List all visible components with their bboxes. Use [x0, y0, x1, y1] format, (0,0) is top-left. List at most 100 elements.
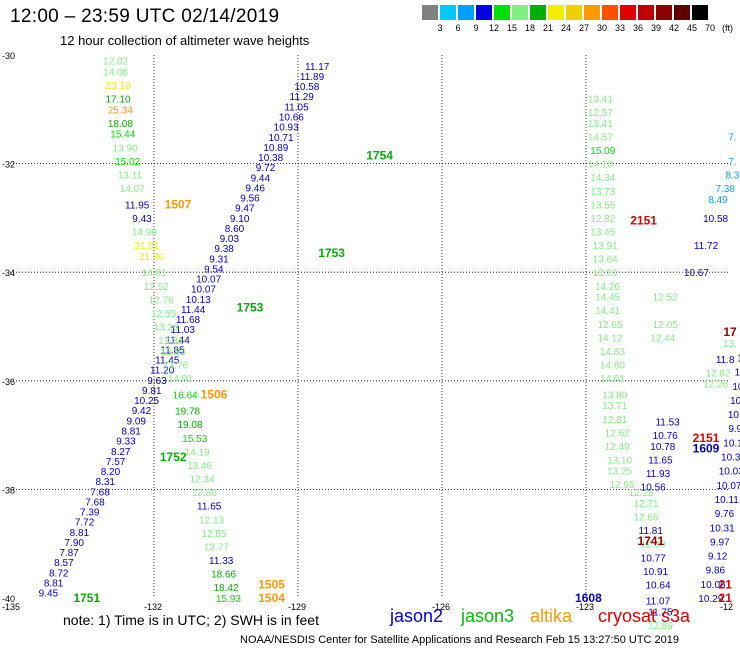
wave-height-value: 9.56: [240, 194, 260, 205]
color-swatch: [512, 5, 529, 20]
wave-height-value: 10.06: [701, 580, 726, 591]
wave-height-value: 7.: [728, 157, 736, 168]
wave-height-value: 10.77: [641, 553, 666, 564]
wave-height-value: 11.89: [300, 72, 325, 83]
wave-height-value: 10.03: [719, 467, 740, 478]
wave-height-value: 17.10: [105, 94, 130, 105]
wave-height-value: 13.41: [588, 94, 613, 105]
wave-height-value: 13.91: [593, 241, 618, 252]
color-scale-label: 6: [455, 23, 461, 33]
wave-height-value: 12.86: [192, 488, 217, 499]
color-swatch: [530, 5, 547, 20]
longitude-tick-label: -129: [288, 602, 306, 612]
wave-height-value: 14.34: [590, 173, 615, 184]
wave-height-value: 10.13: [186, 295, 211, 306]
longitude-tick-label: -123: [576, 602, 594, 612]
color-swatch: [566, 5, 583, 20]
wave-height-value: 8.31: [96, 477, 116, 488]
color-swatch: [692, 5, 709, 20]
wave-height-value: 9.54: [204, 264, 224, 275]
wave-height-value: 14.60: [600, 361, 625, 372]
wave-height-value: 13.71: [602, 401, 627, 412]
wave-height-value: 14.57: [588, 132, 613, 143]
wave-height-value: 10.56: [641, 483, 666, 494]
map-note: note: 1) Time is in UTC; 2) SWH is in fe…: [63, 612, 319, 628]
wave-height-value: 10.56: [730, 396, 740, 407]
wave-height-value: 14.08: [103, 67, 128, 78]
wave-height-value: 13.77: [204, 542, 229, 553]
wave-height-value: 11.44: [181, 305, 206, 316]
color-scale-label: 36: [632, 23, 643, 33]
color-scale-label: 42: [668, 23, 679, 33]
wave-height-value: 9.03: [220, 234, 240, 245]
wave-height-value: 10.91: [643, 567, 668, 578]
wave-height-value: 14.26: [595, 282, 620, 293]
wave-height-value: 12.00: [641, 540, 666, 551]
wave-height-value: 13.81: [593, 268, 618, 279]
pass-time-label: 1754: [366, 148, 393, 162]
wave-height-value: 12.65: [597, 320, 622, 331]
pass-time-label: 1741: [637, 534, 664, 548]
wave-height-value: 8.3: [725, 170, 739, 181]
wave-height-value: 12.89: [648, 621, 673, 632]
wave-height-value: 8.57: [54, 558, 74, 569]
wave-height-value: 12.85: [201, 529, 226, 540]
wave-height-value: 11.03: [171, 325, 196, 336]
color-swatch: [638, 5, 655, 20]
wave-height-value: 10.66: [279, 113, 304, 124]
color-scale-unit: (ft): [722, 23, 733, 33]
wave-height-value: 14.12: [597, 333, 622, 344]
wave-height-value: 8.72: [49, 568, 69, 579]
color-scale-label: 70: [704, 23, 715, 33]
wave-height-value: 8.49: [708, 195, 728, 206]
latitude-tick-label: -40: [2, 594, 15, 604]
wave-height-value: 13.46: [187, 461, 212, 472]
wave-height-value: 11.95: [125, 200, 150, 211]
wave-height-value: 12.62: [605, 428, 630, 439]
wave-height-value: 11.33: [209, 556, 234, 567]
wave-height-value: 12.95: [609, 480, 634, 491]
wave-height-value: 12.82: [705, 369, 730, 380]
wave-height-value: 10.18: [723, 438, 740, 449]
wave-height-value: 21.86: [139, 252, 164, 263]
map-footer: NOAA/NESDIS Center for Satellite Applica…: [240, 634, 680, 646]
wave-height-value: 13.64: [593, 255, 618, 266]
wave-height-value: 12.59: [151, 309, 176, 320]
latitude-tick-label: -32: [2, 160, 15, 170]
longitude-tick-label: -132: [144, 602, 162, 612]
wave-height-value: 7.90: [65, 538, 85, 549]
wave-height-value: 11.75: [648, 608, 673, 619]
wave-height-value: 12.52: [653, 293, 678, 304]
wave-height-value: 7.: [728, 132, 736, 143]
wave-height-value: 9.43: [132, 214, 152, 225]
wave-height-value: 7.38: [715, 184, 735, 195]
wave-height-value: 10.38: [258, 153, 283, 164]
wave-height-value: 9.81: [142, 386, 162, 397]
color-scale-label: 33: [614, 23, 625, 33]
wave-height-value: 14.07: [120, 184, 145, 195]
wave-height-value: 11.04: [737, 354, 740, 365]
wave-height-value: 15.09: [590, 146, 615, 157]
wave-height-value: 11.65: [197, 502, 222, 513]
wave-height-value: 10.32: [721, 453, 740, 464]
color-scale-label: 12: [488, 23, 499, 33]
wave-height-value: 12.52: [144, 282, 169, 293]
wave-height-value: 18.66: [211, 570, 236, 581]
wave-height-value: 9.12: [708, 552, 728, 563]
wave-height-value: 8.27: [111, 447, 131, 458]
wave-height-value: 25.34: [108, 105, 133, 116]
color-scale-label: 3: [437, 23, 443, 33]
wave-height-value: 21.81: [134, 241, 159, 252]
wave-height-value: 7.39: [80, 508, 100, 519]
wave-height-value: 13.95: [161, 347, 186, 358]
wave-height-value: 12.02: [103, 56, 128, 67]
legend-jason2: jason2: [390, 606, 444, 626]
color-scale-label: 9: [473, 23, 479, 33]
pass-time-label: 1506: [201, 387, 228, 401]
wave-height-value: 9.63: [147, 376, 167, 387]
wave-height-value: 11.8: [716, 355, 735, 366]
wave-height-value: 14.83: [600, 347, 625, 358]
wave-height-value: 12.82: [590, 214, 615, 225]
wave-height-value: 9.33: [116, 437, 136, 448]
